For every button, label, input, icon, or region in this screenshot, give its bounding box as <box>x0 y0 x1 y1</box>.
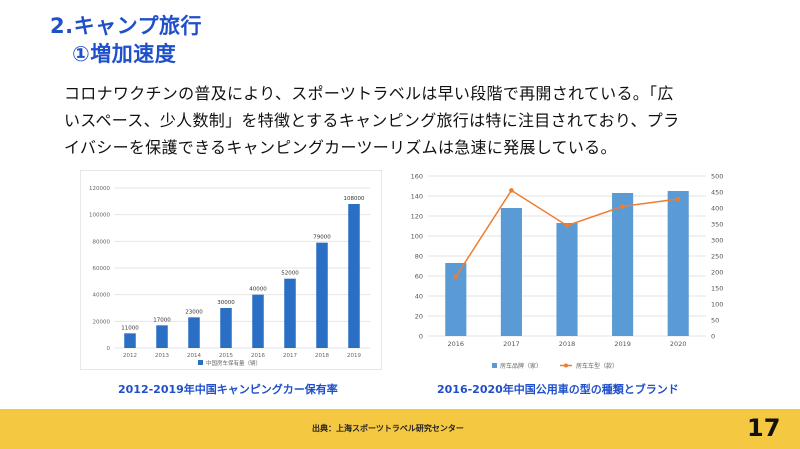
y-right-tick-label: 0 <box>711 333 715 341</box>
y-left-tick-label: 120 <box>411 213 423 221</box>
y-tick-label: 60000 <box>93 266 111 272</box>
x-tick-label: 2016 <box>251 353 265 359</box>
line-point <box>509 188 514 193</box>
y-tick-label: 100000 <box>89 213 110 219</box>
legend-label: 房车车型（款） <box>576 362 618 370</box>
chart-camper-ownership: 0 20000 40000 60000 80000 100000 120000 11000 20… <box>80 170 382 370</box>
data-label: 108000 <box>344 196 365 202</box>
y-left-tick-label: 60 <box>415 273 423 281</box>
x-tick-label: 2020 <box>670 340 687 348</box>
body-paragraph: コロナワクチンの普及により、スポーツトラベルは早い段階で再開されている。「広 い… <box>64 80 754 161</box>
x-tick-label: 2018 <box>559 340 576 348</box>
bar <box>188 317 200 348</box>
y-tick-label: 20000 <box>93 319 111 325</box>
source-note: 出典：上海スポーツトラベル研究センター <box>312 424 464 433</box>
bar <box>556 223 578 336</box>
data-label: 30000 <box>217 300 235 306</box>
y-right-tick-label: 200 <box>711 269 723 277</box>
page-title: 2.キャンプ旅行 <box>50 14 202 38</box>
x-tick-label: 2017 <box>503 340 520 348</box>
body-line: コロナワクチンの普及により、スポーツトラベルは早い段階で再開されている。「広 <box>64 84 674 103</box>
y-right-tick-label: 150 <box>711 285 723 293</box>
body-line: イバシーを保護できるキャンピングカーツーリズムは急速に発展している。 <box>64 138 617 157</box>
y-left-tick-label: 20 <box>415 313 423 321</box>
body-line: いスペース、少人数制」を特徴とするキャンピング旅行は特に注目されており、プラ <box>64 111 680 130</box>
x-tick-label: 2017 <box>283 353 297 359</box>
y-right-tick-label: 50 <box>711 317 719 325</box>
y-right-tick-label: 450 <box>711 189 723 197</box>
x-tick-label: 2013 <box>155 353 169 359</box>
data-label: 79000 <box>313 235 331 241</box>
bar <box>612 193 634 336</box>
line-point <box>564 223 570 228</box>
y-tick-label: 80000 <box>93 239 111 245</box>
data-label: 17000 <box>153 317 171 323</box>
bar <box>284 278 296 348</box>
chart-caption: 2016-2020年中国公用車の型の種類とブランド <box>437 383 679 396</box>
bar <box>220 308 232 348</box>
line-point <box>453 274 459 280</box>
y-right-tick-label: 500 <box>711 173 723 181</box>
y-tick-label: 0 <box>107 346 111 352</box>
chart-brands-models-svg: 0 20 40 60 80 100 120 140 160 0 50 100 150 200 250 300 3… <box>411 173 724 371</box>
legend-swatch <box>492 363 497 368</box>
line-point <box>620 204 625 209</box>
bar <box>316 242 328 348</box>
data-label: 52000 <box>281 271 299 277</box>
y-tick-label: 120000 <box>89 186 110 192</box>
y-left-tick-label: 40 <box>415 293 423 301</box>
legend-label: 房车品牌（家） <box>500 362 542 370</box>
x-tick-label: 2018 <box>315 353 329 359</box>
x-tick-label: 2015 <box>219 353 233 359</box>
legend-label: 中国房车保有量（辆） <box>206 359 261 367</box>
x-tick-label: 2019 <box>347 353 361 359</box>
y-tick-label: 40000 <box>93 293 111 299</box>
bar <box>348 204 360 348</box>
data-label: 23000 <box>185 309 203 315</box>
y-right-tick-label: 350 <box>711 221 723 229</box>
x-tick-label: 2016 <box>448 340 465 348</box>
bar <box>667 191 689 336</box>
legend-marker <box>564 363 568 368</box>
bar <box>156 325 168 348</box>
y-right-tick-label: 400 <box>711 205 723 213</box>
y-left-tick-label: 100 <box>411 233 423 241</box>
y-right-tick-label: 300 <box>711 237 723 245</box>
x-tick-label: 2012 <box>123 353 137 359</box>
page-number: 17 <box>747 414 781 442</box>
x-tick-label: 2014 <box>187 353 201 359</box>
line-point <box>675 196 681 202</box>
bar <box>500 208 522 336</box>
y-right-tick-label: 250 <box>711 253 723 261</box>
chart-brands-models: 0 20 40 60 80 100 120 140 160 0 50 100 150 200 250 300 3… <box>400 168 745 376</box>
y-left-tick-label: 80 <box>415 253 423 261</box>
page-subtitle: ①増加速度 <box>72 42 177 66</box>
y-right-tick-label: 100 <box>711 301 723 309</box>
footer-bar: 出典：上海スポーツトラベル研究センター 17 <box>0 409 800 449</box>
y-left-tick-label: 140 <box>411 193 423 201</box>
bar <box>445 263 467 336</box>
x-tick-label: 2019 <box>614 340 631 348</box>
y-left-tick-label: 0 <box>419 333 423 341</box>
data-label: 40000 <box>249 287 267 293</box>
y-left-tick-label: 160 <box>411 173 423 181</box>
legend-swatch <box>198 360 203 365</box>
chart-caption: 2012-2019年中国キャンピングカー保有率 <box>118 383 338 396</box>
bar <box>124 333 136 348</box>
bar <box>252 294 264 348</box>
data-label: 11000 <box>121 325 139 331</box>
chart-camper-ownership-svg: 0 20000 40000 60000 80000 100000 120000 11000 20… <box>80 170 382 370</box>
